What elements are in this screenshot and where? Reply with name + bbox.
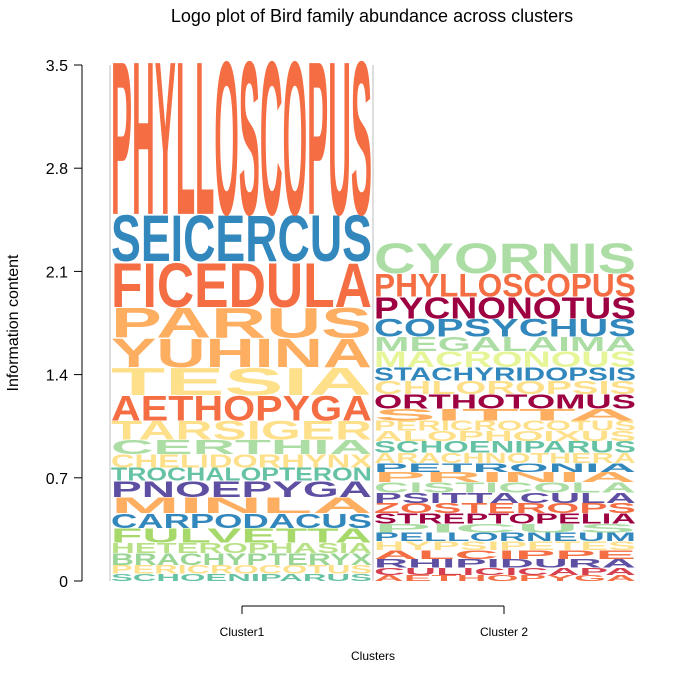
x-axis-label: Clusters (351, 649, 395, 663)
logo-letter-hypsipetes: HYPSIPETES (374, 539, 636, 553)
y-tick-label: 0.7 (46, 471, 68, 488)
logo-letter-culicicapa: CULICICAPA (374, 566, 636, 577)
logo-stacks: SCHOENIPARUSPERICROCOTUSBRACHYPTERYXHETE… (111, 17, 636, 584)
logo-letter-pericrocotus: PERICROCOTUS (111, 563, 372, 577)
y-tick-label: 2.1 (46, 264, 68, 281)
logo-letter-alophoixus: ALOPHOIXUS (374, 428, 636, 444)
logo-letter-phylloscopus: PHYLLOSCOPUS (374, 267, 636, 304)
logo-letter-orthotomus: ORTHOTOMUS (374, 390, 636, 413)
logo-letter-fulvetta: FULVETTA (111, 525, 372, 547)
logo-letter-minla: MINLA (111, 493, 372, 518)
y-tick-label: 2.8 (46, 161, 68, 178)
y-tick-label: 0 (59, 574, 68, 591)
logo-letter-tarsiger: TARSIGER (111, 415, 372, 445)
logo-letter-ficedula: FICEDULA (111, 251, 372, 321)
logo-letter-parus: PARUS (111, 300, 372, 348)
y-tick-label: 1.4 (46, 368, 68, 385)
logo-letter-megalaima: MEGALAIMA (374, 333, 636, 356)
logo-letter-pericrocotus: PERICROCOTUS (374, 418, 636, 434)
logo-letter-phylloscopus: PHYLLOSCOPUS (111, 17, 372, 262)
logo-letter-carpodacus: CARPODACUS (111, 510, 372, 533)
logo-letter-petronia: PETRONIA (374, 461, 636, 475)
logo-letter-schoeniparus: SCHOENIPARUS (374, 439, 636, 457)
logo-letter-chloropsis: CHLOROPSIS (374, 377, 636, 398)
logo-letter-pycnonotus: PYCNONOTUS (374, 292, 636, 326)
logo-letter-pnoepyga: PNOEPYGA (111, 476, 372, 501)
x-tick-label-cluster1: Cluster1 (220, 625, 265, 639)
logo-letter-aethopyga: AETHOPYGA (111, 389, 372, 428)
y-tick-label: 3.5 (46, 58, 68, 75)
logo-letter-cyornis: CYORNIS (374, 234, 636, 282)
logo-letter-aethopyga: AETHOPYGA (374, 574, 636, 583)
logo-letter-sitta: SITTA (374, 406, 636, 424)
logo-letter-picus: PICUS (374, 521, 636, 535)
logo-letter-cisticola: CISTICOLA (374, 480, 636, 496)
logo-letter-seicercus: SEICERCUS (111, 202, 372, 276)
y-axis-ticks: 0 0.7 1.4 2.1 2.8 3.5 (46, 58, 82, 591)
logo-letter-schoeniparus: SCHOENIPARUS (111, 572, 372, 583)
logo-letter-tesia: TESIA (111, 360, 372, 404)
logo-letter-trochalopteron: TROCHALOPTERON (111, 464, 372, 485)
chart-title: Logo plot of Bird family abundance acros… (171, 6, 573, 26)
logo-letter-streptopelia: STREPTOPELIA (374, 510, 636, 526)
logo-letter-pellorneum: PELLORNEUM (374, 530, 636, 544)
logo-letter-copsychus: COPSYCHUS (374, 315, 636, 342)
logo-letter-chelidorhynx: CHELIDORHYNX (111, 451, 372, 472)
logo-letter-brachypteryx: BRACHYPTERYX (111, 550, 372, 568)
logo-letter-heterophasia: HETEROPHASIA (111, 541, 372, 557)
logo-letter-certhia: CERTHIA (111, 436, 372, 459)
x-tick-label-cluster2: Cluster 2 (480, 625, 528, 639)
logo-letter-macronous: MACRONOUS (374, 347, 636, 372)
logo-letter-alcippe: ALCIPPE (374, 548, 636, 562)
logo-letter-yuhina: YUHINA (111, 330, 372, 376)
logo-letter-prinia: PRINIA (374, 469, 636, 485)
logo-letter-psittacula: PSITTACULA (374, 490, 636, 506)
logo-letter-rhipidura: RHIPIDURA (374, 557, 636, 571)
logo-letter-stachyridopsis: STACHYRIDOPSIS (374, 365, 636, 385)
y-axis-label: Information content (5, 254, 22, 392)
logo-letter-zosterops: ZOSTEROPS (374, 500, 636, 516)
logo-letter-arachnothera: ARACHNOTHERA (374, 450, 636, 466)
